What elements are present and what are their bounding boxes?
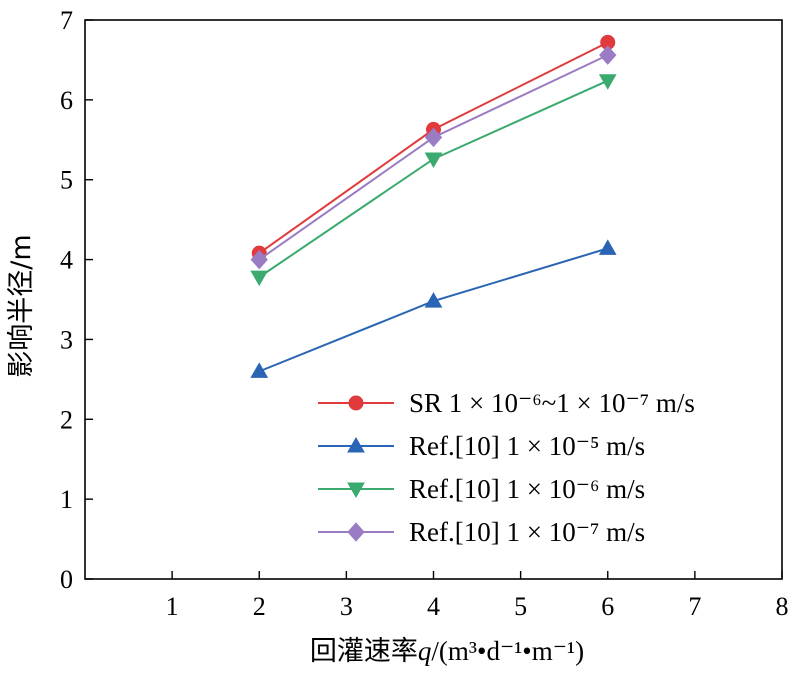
x-axis-title-variable: q <box>418 636 432 666</box>
legend-marker <box>347 436 365 453</box>
y-tick-label: 2 <box>60 405 73 434</box>
x-tick-label: 1 <box>166 592 179 621</box>
y-tick-label: 6 <box>60 86 73 115</box>
data-point <box>424 292 443 308</box>
legend-item: Ref.[10] 1 × 10⁻⁷ m/s <box>318 517 645 547</box>
x-tick-label: 7 <box>688 592 701 621</box>
series-3 <box>250 74 617 287</box>
x-tick-label: 8 <box>776 592 789 621</box>
y-tick-label: 7 <box>60 6 73 35</box>
series-layer <box>250 34 617 378</box>
data-point <box>424 152 443 168</box>
axes: 0 1 2 3 4 5 6 7 1 2 3 4 5 6 7 8 <box>60 6 789 621</box>
y-tick-label: 1 <box>60 485 73 514</box>
legend-item: SR 1 × 10⁻⁶~1 × 10⁻⁷ m/s <box>318 388 695 418</box>
y-axis-title: 影响半径/m <box>6 234 37 377</box>
x-tick-label: 3 <box>340 592 353 621</box>
legend-label: Ref.[10] 1 × 10⁻⁷ m/s <box>409 517 645 547</box>
y-tick-label: 5 <box>60 166 73 195</box>
legend-label: SR 1 × 10⁻⁶~1 × 10⁻⁷ m/s <box>409 388 695 418</box>
legend-label: Ref.[10] 1 × 10⁻⁶ m/s <box>409 474 645 504</box>
legend-item: Ref.[10] 1 × 10⁻⁵ m/s <box>318 431 645 461</box>
x-tick-label: 5 <box>514 592 527 621</box>
y-tick-label: 4 <box>60 246 73 275</box>
data-point <box>598 239 617 255</box>
data-point <box>598 74 617 90</box>
legend-marker <box>347 522 365 542</box>
data-point <box>424 127 443 148</box>
x-tick-label: 4 <box>427 592 440 621</box>
series-line <box>258 79 609 278</box>
y-tick-label: 3 <box>60 325 73 354</box>
legend-label: Ref.[10] 1 × 10⁻⁵ m/s <box>409 431 645 461</box>
legend: SR 1 × 10⁻⁶~1 × 10⁻⁷ m/s Ref.[10] 1 × 10⁻… <box>318 388 695 547</box>
x-tick-label: 6 <box>601 592 614 621</box>
data-point <box>599 45 617 65</box>
x-tick-label: 2 <box>253 592 266 621</box>
x-axis-title-prefix: 回灌速率 <box>310 636 418 667</box>
y-tick-label: 0 <box>60 565 73 594</box>
data-point <box>250 362 269 378</box>
series-4 <box>250 45 617 270</box>
data-point <box>250 249 268 270</box>
legend-item: Ref.[10] 1 × 10⁻⁶ m/s <box>318 474 645 504</box>
series-line <box>258 247 609 373</box>
x-axis-title-unit: /(m³•d⁻¹•m⁻¹) <box>431 636 584 666</box>
x-axis-title: 回灌速率q/(m³•d⁻¹•m⁻¹) <box>310 636 584 667</box>
series-line <box>258 41 609 254</box>
data-point <box>250 270 269 287</box>
legend-marker <box>347 482 365 499</box>
series-2 <box>250 239 617 378</box>
legend-marker <box>348 395 364 411</box>
